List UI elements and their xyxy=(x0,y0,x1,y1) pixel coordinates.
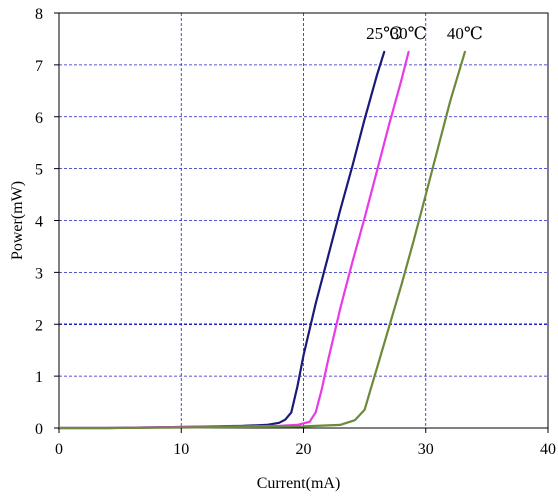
y-tick-label: 2 xyxy=(35,317,43,334)
series-group xyxy=(57,50,466,430)
x-axis-title: Current(mA) xyxy=(257,475,341,492)
y-tick-label: 7 xyxy=(35,58,43,75)
x-tick-label: 20 xyxy=(296,441,312,458)
series-line-2 xyxy=(57,50,466,430)
ticks: 0 1 2 3 4 5 6 7 8 0 10 20 30 40 xyxy=(35,6,556,458)
y-tick-label: 1 xyxy=(35,369,43,386)
series-labels: 25℃30℃ 40℃ xyxy=(366,24,483,43)
series-label-2: 40℃ xyxy=(447,24,483,43)
x-tick-label: 30 xyxy=(418,441,434,458)
series-line-1 xyxy=(57,50,410,430)
series-label-1: 30℃ xyxy=(391,24,427,43)
y-axis-title: Power(mW) xyxy=(9,181,26,260)
y-tick-label: 8 xyxy=(35,6,43,23)
series-label-0: 25℃ xyxy=(366,24,402,43)
y-tick-label: 3 xyxy=(35,265,43,282)
y-tick-label: 0 xyxy=(35,421,43,438)
series-line-0 xyxy=(57,50,386,430)
y-tick-label: 5 xyxy=(35,162,43,179)
x-tick-label: 40 xyxy=(540,441,556,458)
y-tick-label: 6 xyxy=(35,110,43,127)
grid xyxy=(59,13,548,428)
x-tick-label: 0 xyxy=(55,441,63,458)
x-tick-label: 10 xyxy=(173,441,189,458)
y-tick-label: 4 xyxy=(35,214,43,231)
